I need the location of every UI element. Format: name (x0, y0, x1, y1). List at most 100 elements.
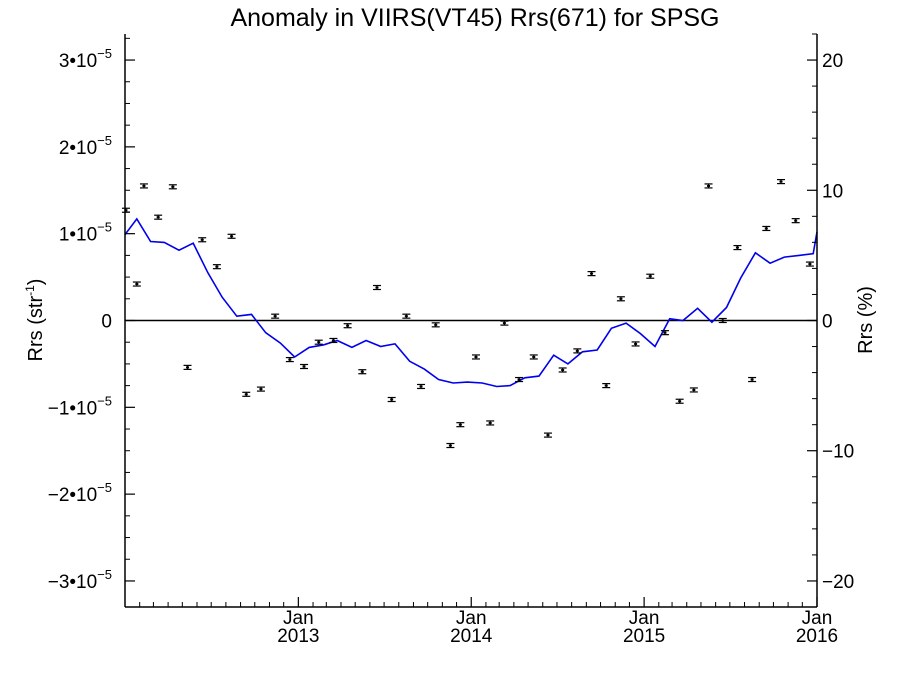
point-marker (634, 342, 638, 345)
data-point (372, 284, 381, 291)
x-tick-year-label: 2015 (623, 626, 665, 647)
y-right-tick-label: 0 (822, 312, 833, 333)
data-point (329, 337, 338, 344)
point-marker (794, 219, 798, 222)
y-left-tick-label: −1•10−5 (48, 393, 112, 419)
point-marker (244, 393, 248, 396)
data-point (631, 341, 640, 347)
point-marker (288, 358, 292, 361)
point-marker (561, 368, 565, 371)
data-point (387, 396, 396, 403)
right-y-axis-label: Rrs (%) (855, 286, 877, 354)
data-point (256, 386, 265, 392)
data-point (791, 218, 800, 224)
point-marker (779, 180, 783, 183)
x-tick-month-label: Jan (802, 608, 833, 629)
data-point (417, 383, 426, 390)
data-point (154, 214, 163, 220)
point-marker (317, 341, 321, 344)
point-marker (200, 238, 204, 241)
data-point (242, 391, 251, 397)
point-marker (230, 235, 234, 238)
data-point (660, 330, 669, 336)
point-marker (419, 385, 423, 388)
data-point (132, 281, 141, 287)
data-point (183, 364, 192, 370)
point-marker (331, 339, 335, 342)
data-point (285, 356, 294, 363)
data-point (343, 323, 352, 329)
point-marker (360, 370, 364, 373)
point-marker (135, 283, 139, 286)
x-tick-month-label: Jan (629, 608, 660, 629)
point-marker (390, 398, 394, 401)
point-marker (721, 319, 725, 322)
point-marker (532, 355, 536, 358)
y-right-tick-label: 10 (822, 181, 843, 202)
point-marker (488, 421, 492, 424)
data-point (198, 237, 207, 243)
data-point (558, 367, 567, 373)
y-left-tick-label: 1•10−5 (59, 220, 112, 246)
point-marker (375, 286, 379, 289)
point-marker (546, 434, 550, 437)
y-right-tick-label: −10 (822, 442, 854, 463)
right-y-axis-ticks: 20 10 0 −10 −20 (807, 33, 854, 608)
y-left-tick-label: 3•10−5 (59, 46, 112, 72)
point-marker (663, 331, 667, 334)
point-marker (692, 388, 696, 391)
left-y-axis-label: Rrs (str-1) (23, 279, 47, 362)
data-point (446, 442, 455, 449)
data-point (314, 339, 323, 345)
x-tick-year-label: 2016 (796, 626, 838, 647)
data-point (486, 420, 495, 426)
left-y-axis-ticks: 3•10−5 2•10−5 1•10−5 0 −1•10−5 −2•10−5 −3•10−5 (48, 37, 135, 593)
point-marker (764, 227, 768, 230)
x-tick-year-label: 2013 (277, 626, 319, 647)
point-marker (302, 365, 306, 368)
data-point (718, 317, 727, 324)
data-point (646, 273, 655, 279)
y-right-tick-label: −20 (822, 572, 854, 593)
point-marker (142, 184, 146, 187)
data-point (777, 178, 786, 185)
data-point (616, 296, 625, 302)
data-point (227, 233, 236, 239)
x-tick-year-label: 2014 (450, 626, 493, 647)
point-marker (273, 315, 277, 318)
point-marker (458, 423, 462, 426)
point-marker (590, 272, 594, 275)
data-point (212, 264, 221, 270)
point-marker (215, 265, 219, 268)
point-marker (502, 322, 506, 325)
data-point (358, 369, 367, 375)
data-point (587, 271, 596, 277)
point-marker (186, 366, 190, 369)
point-marker (575, 349, 579, 352)
y-left-tick-label: −2•10−5 (48, 480, 112, 506)
point-marker (707, 184, 711, 187)
smoothed-line (124, 217, 818, 388)
y-right-tick-label: 20 (822, 51, 843, 72)
point-marker (259, 388, 263, 391)
data-point (515, 376, 524, 383)
point-marker (156, 216, 160, 219)
data-point (456, 422, 465, 428)
point-marker (404, 315, 408, 318)
data-point (529, 354, 538, 360)
point-marker (750, 378, 754, 381)
data-point (168, 184, 177, 190)
y-left-tick-label: 2•10−5 (59, 133, 112, 159)
y-left-tick-label: −3•10−5 (48, 567, 112, 593)
point-marker (604, 384, 608, 387)
anomaly-points (121, 178, 814, 449)
point-marker (434, 323, 438, 326)
x-tick-month-label: Jan (283, 608, 314, 629)
data-point (573, 348, 582, 354)
data-point (431, 322, 440, 328)
data-point (602, 383, 611, 389)
point-marker (171, 185, 175, 188)
data-point (471, 354, 480, 360)
